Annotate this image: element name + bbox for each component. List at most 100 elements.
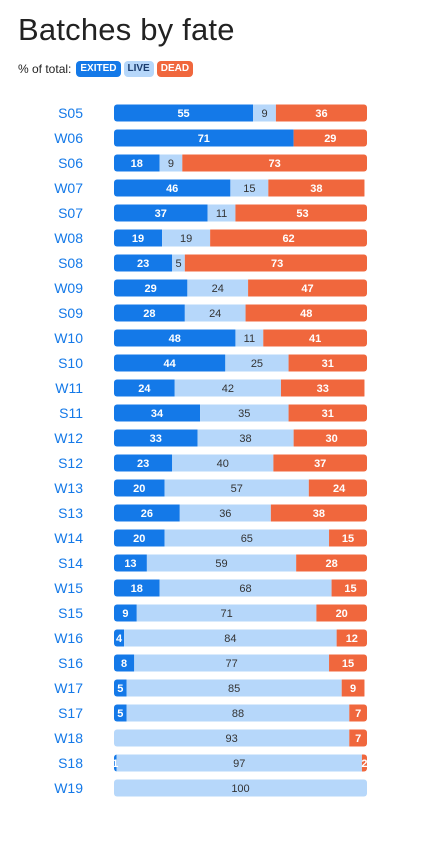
bar-segment-exited[interactable] [114, 204, 208, 222]
bar-segment-exited[interactable] [114, 129, 294, 147]
category-label[interactable]: S15 [58, 605, 83, 621]
bar-segment-live[interactable] [235, 329, 264, 347]
bar-segment-exited[interactable] [114, 604, 137, 622]
bar-segment-live[interactable] [197, 429, 294, 447]
bar-segment-live[interactable] [126, 679, 342, 697]
bar-segment-exited[interactable] [114, 154, 160, 172]
bar-segment-live[interactable] [114, 729, 350, 747]
bar-segment-dead[interactable] [329, 529, 367, 547]
bar-segment-exited[interactable] [114, 504, 180, 522]
bar-segment-exited[interactable] [114, 179, 231, 197]
bar-segment-exited[interactable] [114, 329, 236, 347]
bar-segment-live[interactable] [187, 279, 249, 297]
bar-segment-exited[interactable] [114, 679, 127, 697]
bar-segment-exited[interactable] [114, 454, 173, 472]
category-label[interactable]: W08 [54, 230, 83, 246]
bar-segment-exited[interactable] [114, 754, 117, 772]
bar-segment-live[interactable] [116, 754, 362, 772]
bar-segment-exited[interactable] [114, 404, 201, 422]
category-label[interactable]: S05 [58, 105, 83, 121]
category-label[interactable]: W14 [54, 530, 83, 546]
category-label[interactable]: S18 [58, 755, 83, 771]
bar-segment-dead[interactable] [349, 704, 367, 722]
bar-segment-exited[interactable] [114, 529, 165, 547]
bar-segment-dead[interactable] [296, 554, 367, 572]
category-label[interactable]: W11 [55, 380, 83, 396]
category-label[interactable]: W09 [54, 280, 83, 296]
bar-segment-dead[interactable] [329, 654, 367, 672]
bar-segment-dead[interactable] [316, 604, 367, 622]
bar-segment-exited[interactable] [114, 104, 254, 122]
bar-segment-exited[interactable] [114, 554, 147, 572]
bar-segment-live[interactable] [114, 779, 367, 797]
bar-segment-live[interactable] [179, 504, 271, 522]
bar-segment-exited[interactable] [114, 254, 173, 272]
category-label[interactable]: S13 [58, 505, 83, 521]
bar-segment-live[interactable] [172, 454, 274, 472]
category-label[interactable]: W13 [54, 480, 83, 496]
bar-segment-exited[interactable] [114, 629, 125, 647]
bar-segment-exited[interactable] [114, 229, 163, 247]
bar-segment-dead[interactable] [293, 429, 370, 447]
bar-segment-dead[interactable] [273, 454, 367, 472]
bar-segment-live[interactable] [200, 404, 289, 422]
bar-segment-dead[interactable] [288, 404, 367, 422]
bar-segment-live[interactable] [207, 204, 236, 222]
bar-segment-exited[interactable] [114, 654, 135, 672]
bar-segment-dead[interactable] [275, 104, 367, 122]
category-label[interactable]: S10 [58, 355, 83, 371]
bar-segment-dead[interactable] [248, 279, 367, 297]
category-label[interactable]: W07 [54, 180, 83, 196]
bar-segment-dead[interactable] [270, 504, 367, 522]
category-label[interactable]: W18 [54, 730, 83, 746]
bar-segment-dead[interactable] [245, 304, 367, 322]
bar-segment-exited[interactable] [114, 304, 185, 322]
bar-segment-exited[interactable] [114, 279, 188, 297]
category-label[interactable]: S08 [58, 255, 83, 271]
bar-segment-dead[interactable] [293, 129, 367, 147]
bar-segment-dead[interactable] [280, 379, 365, 397]
bar-segment-live[interactable] [164, 529, 330, 547]
bar-segment-dead[interactable] [341, 679, 365, 697]
category-label[interactable]: S11 [59, 405, 83, 421]
bar-segment-live[interactable] [164, 479, 309, 497]
bar-segment-live[interactable] [174, 379, 281, 397]
bar-segment-exited[interactable] [114, 429, 198, 447]
bar-segment-exited[interactable] [114, 704, 127, 722]
category-label[interactable]: W19 [54, 780, 83, 796]
bar-segment-dead[interactable] [308, 479, 370, 497]
bar-segment-dead[interactable] [336, 629, 367, 647]
bar-segment-live[interactable] [172, 254, 185, 272]
category-label[interactable]: W12 [54, 430, 83, 446]
bar-segment-dead[interactable] [349, 729, 367, 747]
bar-segment-exited[interactable] [114, 379, 175, 397]
bar-segment-live[interactable] [126, 704, 350, 722]
bar-segment-dead[interactable] [268, 179, 365, 197]
bar-segment-dead[interactable] [288, 354, 367, 372]
category-label[interactable]: S07 [58, 205, 83, 221]
category-label[interactable]: W17 [54, 680, 83, 696]
bar-segment-dead[interactable] [263, 329, 367, 347]
category-label[interactable]: S12 [58, 455, 83, 471]
bar-segment-live[interactable] [134, 654, 330, 672]
category-label[interactable]: W15 [54, 580, 83, 596]
bar-segment-dead[interactable] [184, 254, 370, 272]
bar-segment-live[interactable] [253, 104, 276, 122]
bar-segment-exited[interactable] [114, 579, 160, 597]
bar-segment-live[interactable] [225, 354, 289, 372]
bar-segment-live[interactable] [159, 579, 332, 597]
bar-segment-dead[interactable] [182, 154, 367, 172]
category-label[interactable]: S17 [58, 705, 83, 721]
bar-segment-dead[interactable] [210, 229, 367, 247]
bar-segment-live[interactable] [146, 554, 297, 572]
bar-segment-live[interactable] [162, 229, 211, 247]
bar-segment-live[interactable] [184, 304, 246, 322]
bar-segment-dead[interactable] [361, 754, 367, 772]
bar-segment-exited[interactable] [114, 479, 165, 497]
bar-segment-live[interactable] [124, 629, 337, 647]
category-label[interactable]: S16 [58, 655, 83, 671]
bar-segment-dead[interactable] [235, 204, 369, 222]
category-label[interactable]: W16 [54, 630, 83, 646]
category-label[interactable]: W06 [54, 130, 83, 146]
category-label[interactable]: S09 [58, 305, 83, 321]
